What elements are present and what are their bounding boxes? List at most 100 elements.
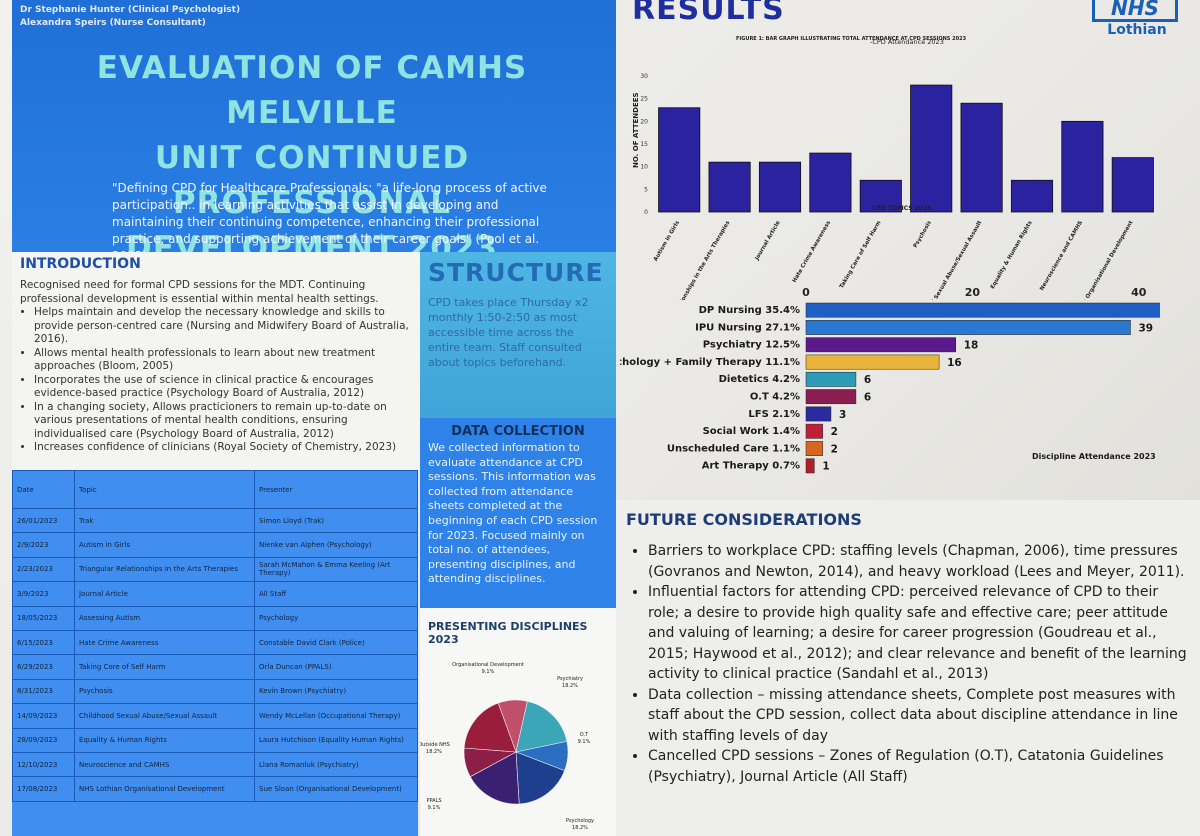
table-row: 6/15/2023 Hate Crime Awareness Constable D… xyxy=(12,629,418,656)
bar xyxy=(805,458,815,474)
x-tick-label: 20 xyxy=(965,286,981,299)
x-tick-label: Autism in Girls xyxy=(653,219,681,262)
nhs-logo-mark: NHS xyxy=(1092,0,1178,22)
presenting-disciplines-section: PRESENTING DISCIPLINES 2023 Organisation… xyxy=(418,608,616,836)
topic-cell: Childhood Sexual Abuse/Sexual Assault xyxy=(74,703,255,729)
slice-label: PPALS xyxy=(426,798,441,804)
topic-cell: Triangular Relationships in the Arts The… xyxy=(74,556,255,583)
category-label: Unscheduled Care 1.1% xyxy=(667,443,800,454)
future-bullet: Data collection – missing attendance she… xyxy=(648,685,1190,747)
bar xyxy=(805,441,823,456)
date-cell: 26/01/2023 xyxy=(12,507,75,534)
slice-value: 9.1% xyxy=(428,805,441,811)
topic-cell: Autism in Girls xyxy=(74,532,255,558)
table-row: 6/29/2023 Taking Core of Self Harm Orla Du… xyxy=(12,654,418,680)
chart-title: FIGURE 1: BAR GRAPH ILLUSTRATING TOTAL A… xyxy=(736,36,967,42)
data-label: 2 xyxy=(831,426,838,438)
table-row: 18/05/2023 Assessing Autism Psychology xyxy=(12,605,418,631)
presenter-cell: Sue Sloan (Organisational Development) xyxy=(254,776,418,802)
intro-bullet: In a changing society, Allows practicion… xyxy=(34,401,412,442)
table-row: 12/10/2023 Neuroscience and CAMHS Llana Ro… xyxy=(12,751,418,778)
table-row: 17/08/2023 NHS Lothian Organisational Dev… xyxy=(12,776,418,802)
table-row: 28/09/2023 Equality & Human Rights Laura H… xyxy=(12,727,418,753)
introduction-bullets: Helps maintain and develop the necessary… xyxy=(34,306,412,455)
title-line-1: EVALUATION OF CAMHS MELVILLE xyxy=(96,50,528,131)
column-header: Presenter xyxy=(254,470,418,509)
slice-label: Organisational Development xyxy=(452,662,524,668)
x-axis-label: CPD TOPICS 2023 xyxy=(872,205,931,212)
presenter-cell: Psychology xyxy=(254,605,418,631)
date-cell: 17/08/2023 xyxy=(12,776,75,802)
bar xyxy=(960,102,1003,213)
bar xyxy=(805,423,823,439)
bar xyxy=(1010,179,1054,213)
category-label: Dietetics 4.2% xyxy=(719,374,800,385)
chart-legend: Discipline Attendance 2023 xyxy=(1032,452,1156,461)
presenter-cell: Llana Romanluk (Psychiatry) xyxy=(254,751,418,778)
data-label: 6 xyxy=(864,392,871,404)
future-bullet: Influential factors for attending CPD: p… xyxy=(648,582,1190,685)
pie-slice xyxy=(463,702,517,753)
slice-label: Psychology xyxy=(566,818,594,824)
column-header: Topic xyxy=(74,470,255,509)
y-tick-label: 15 xyxy=(640,141,648,148)
table-row: 26/01/2023 Trak Simon Lloyd (Trak) xyxy=(12,507,418,534)
slice-value: 18.2% xyxy=(572,825,588,831)
introduction-lead: Recognised need for formal CPD sessions … xyxy=(20,279,379,305)
future-bullet: Cancelled CPD sessions – Zones of Regula… xyxy=(648,746,1190,787)
presenter-cell: Nienke van Alphen (Psychology) xyxy=(254,532,418,558)
data-label: 1 xyxy=(822,461,829,473)
date-cell: 12/10/2023 xyxy=(12,751,75,778)
future-considerations-section: FUTURE CONSIDERATIONS Barriers to workpl… xyxy=(616,500,1200,836)
bar xyxy=(805,354,940,370)
y-tick-label: 20 xyxy=(640,118,648,125)
pie-slice xyxy=(469,751,520,805)
title-line-2: UNIT CONTINUED PROFESSIONAL xyxy=(154,140,470,221)
topic-cell: Hate Crime Awareness xyxy=(74,629,255,656)
topic-cell: NHS Lothian Organisational Development xyxy=(74,776,255,802)
topic-cell: Journal Article xyxy=(74,581,255,607)
bar xyxy=(1061,120,1104,213)
topic-cell: Neuroscience and CAMHS xyxy=(74,751,255,778)
table-row: 2/9/2023 Autism in Girls Nienke van Alphen… xyxy=(12,532,418,558)
bar xyxy=(809,152,852,213)
slice-value: 18.2% xyxy=(562,683,578,689)
bar xyxy=(758,161,802,213)
table-row: 14/09/2023 Childhood Sexual Abuse/Sexual … xyxy=(12,703,418,729)
x-tick-label: 40 xyxy=(1131,286,1147,299)
y-tick-label: 25 xyxy=(640,96,648,103)
presenting-disciplines-heading: PRESENTING DISCIPLINES 2023 xyxy=(428,620,588,646)
topic-cell: Equality & Human Rights xyxy=(74,727,255,753)
pie-slice xyxy=(515,700,568,753)
table-row: 3/9/2023 Journal Article All Staff xyxy=(12,581,418,607)
category-label: IPU Nursing 27.1% xyxy=(695,322,800,333)
category-label: Psychology + Family Therapy 11.1% xyxy=(620,357,800,368)
results-heading: RESULTS xyxy=(632,0,785,27)
slice-value: 9.1% xyxy=(578,739,591,745)
data-label: 3 xyxy=(839,409,846,421)
nhs-lothian-logo: NHS Lothian xyxy=(1092,0,1182,50)
presenter-cell: Constable David Clark (Police) xyxy=(254,629,418,656)
bar xyxy=(859,179,902,213)
data-collection-text: We collected information to evaluate att… xyxy=(428,441,598,586)
x-tick-label: Journal Article xyxy=(754,220,782,262)
slice-label: Outside NHS xyxy=(420,742,450,748)
data-collection-section: DATA COLLECTION We collected information… xyxy=(420,418,616,608)
date-cell: 6/15/2023 xyxy=(12,629,75,656)
data-label: 39 xyxy=(1138,322,1153,334)
slice-label: O.T xyxy=(580,732,589,738)
date-cell: 28/09/2023 xyxy=(12,727,75,753)
x-tick-label: Psychosis xyxy=(913,219,934,249)
structure-text: CPD takes place Thursday x2 monthly 1:50… xyxy=(428,296,589,369)
category-label: O.T 4.2% xyxy=(750,392,800,403)
y-tick-label: 30 xyxy=(640,73,648,80)
topic-cell: Psychosis xyxy=(74,678,255,705)
date-cell: 6/29/2023 xyxy=(12,654,75,680)
bar xyxy=(1111,157,1154,213)
x-tick-label: 0 xyxy=(802,286,810,299)
future-bullet: Barriers to workplace CPD: staffing leve… xyxy=(648,541,1190,582)
author-1: Dr Stephanie Hunter (Clinical Psychologi… xyxy=(20,5,241,15)
date-cell: 18/05/2023 xyxy=(12,605,75,631)
category-label: LFS 2.1% xyxy=(748,409,800,420)
